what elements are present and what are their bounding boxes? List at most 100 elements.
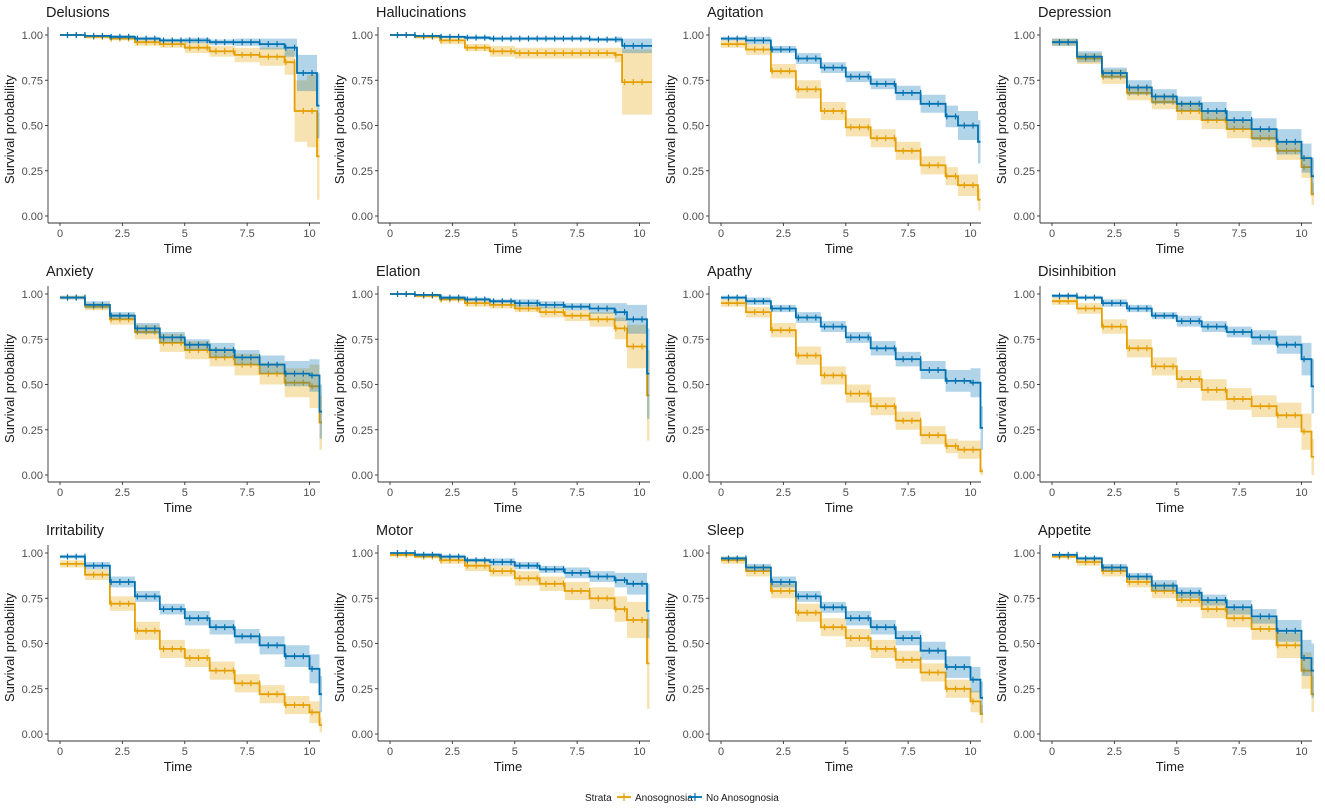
km-curve-anosognosia: [60, 296, 322, 424]
panel-title: Hallucinations: [376, 5, 466, 21]
y-tick-label: 0.25: [683, 166, 704, 178]
x-axis-label: Time: [825, 759, 853, 774]
x-tick-label: 2.5: [445, 487, 460, 499]
ci-band-no-anosognosia: [390, 35, 652, 54]
km-curve-no-anosognosia: [1052, 294, 1314, 388]
y-tick-label: 0.75: [22, 593, 43, 605]
y-tick-label: 0.50: [352, 639, 373, 651]
km-curve-no-anosognosia: [390, 34, 652, 47]
x-tick-label: 5: [843, 746, 849, 758]
y-tick-label: 0.75: [352, 75, 373, 87]
y-tick-label: 0.00: [22, 470, 43, 482]
ci-band-no-anosognosia: [1052, 294, 1314, 414]
x-tick-label: 2.5: [115, 487, 130, 499]
x-axis-label: Time: [164, 241, 192, 256]
y-axis-label: Survival probability: [2, 333, 17, 443]
panel-title: Agitation: [707, 5, 763, 21]
x-tick-label: 10: [964, 746, 976, 758]
panel-irritability: Irritability 0.00 0.25 0.50 0.75 1.00 0 2.5 5 7.5…: [2, 523, 322, 774]
x-tick-label: 2.5: [115, 746, 130, 758]
y-tick-label: 1.00: [1014, 30, 1035, 42]
km-curve-no-anosognosia: [60, 296, 322, 413]
y-tick-label: 0.50: [1014, 121, 1035, 133]
y-tick-label: 1.00: [683, 289, 704, 301]
y-tick-label: 1.00: [683, 30, 704, 42]
y-tick-label: 0.75: [352, 593, 373, 605]
km-curve-no-anosognosia: [60, 555, 322, 696]
x-axis-label: Time: [494, 241, 522, 256]
x-axis-label: Time: [825, 500, 853, 515]
y-tick-label: 0.50: [22, 121, 43, 133]
x-tick-label: 7.5: [900, 746, 915, 758]
x-tick-label: 10: [964, 487, 976, 499]
km-curve-no-anosognosia: [60, 34, 320, 107]
y-tick-label: 0.00: [22, 211, 43, 223]
km-curve-anosognosia: [721, 43, 981, 201]
y-tick-label: 0.75: [1014, 75, 1035, 87]
y-tick-label: 0.00: [683, 211, 704, 223]
y-tick-label: 0.25: [683, 684, 704, 696]
y-axis-label: Survival probability: [332, 74, 347, 184]
x-tick-label: 7.5: [239, 228, 254, 240]
y-tick-label: 0.75: [683, 334, 704, 346]
ci-band-anosognosia: [721, 556, 983, 724]
x-axis-label: Time: [1156, 241, 1184, 256]
x-tick-label: 5: [512, 746, 518, 758]
x-tick-label: 10: [303, 228, 315, 240]
y-tick-label: 0.00: [352, 729, 373, 741]
panel-title: Disinhibition: [1038, 264, 1116, 280]
x-tick-label: 0: [57, 746, 63, 758]
km-curve-no-anosognosia: [1052, 553, 1314, 672]
x-tick-label: 0: [1049, 487, 1055, 499]
y-tick-label: 1.00: [352, 30, 373, 42]
x-tick-label: 0: [718, 746, 724, 758]
y-tick-label: 0.00: [683, 470, 704, 482]
panel-hallucinations: Hallucinations 0.00 0.25 0.50 0.75 1.00 0 2.5 5 7…: [332, 5, 652, 256]
km-curve-no-anosognosia: [721, 37, 981, 143]
km-curve-anosognosia: [390, 293, 650, 397]
y-axis-label: Survival probability: [332, 333, 347, 443]
y-tick-label: 0.00: [352, 470, 373, 482]
y-tick-label: 1.00: [1014, 289, 1035, 301]
y-tick-label: 0.25: [352, 684, 373, 696]
panel-anxiety: Anxiety 0.00 0.25 0.50 0.75 1.00 0 2.5 5 7.5 10 Tim…: [2, 264, 322, 515]
x-tick-label: 0: [387, 228, 393, 240]
panel-title: Anxiety: [46, 264, 94, 280]
km-curve-anosognosia: [60, 563, 322, 726]
y-tick-label: 0.50: [683, 639, 704, 651]
y-tick-label: 0.50: [1014, 639, 1035, 651]
x-tick-label: 2.5: [1107, 746, 1122, 758]
y-axis-label: Survival probability: [2, 592, 17, 702]
km-curve-no-anosognosia: [1052, 41, 1314, 178]
x-tick-label: 0: [387, 746, 393, 758]
y-tick-label: 0.25: [1014, 684, 1035, 696]
km-curve-no-anosognosia: [721, 296, 983, 429]
ci-band-anosognosia: [1052, 297, 1314, 475]
x-tick-label: 2.5: [776, 746, 791, 758]
x-tick-label: 5: [182, 746, 188, 758]
legend-entry-label: No Anosognosia: [706, 793, 779, 804]
ci-band-no-anosognosia: [1052, 38, 1314, 195]
y-tick-label: 0.00: [352, 211, 373, 223]
ci-band-no-anosognosia: [390, 553, 650, 639]
y-tick-label: 0.50: [1014, 380, 1035, 392]
x-tick-label: 2.5: [115, 228, 130, 240]
y-tick-label: 0.25: [352, 166, 373, 178]
y-axis-label: Survival probability: [663, 74, 678, 184]
ci-band-anosognosia: [390, 553, 650, 709]
x-tick-label: 2.5: [1107, 487, 1122, 499]
panel-elation: Elation 0.00 0.25 0.50 0.75 1.00 0 2.5 5 7.5 10 Tim…: [332, 264, 650, 515]
x-axis-label: Time: [164, 759, 192, 774]
y-tick-label: 0.00: [683, 729, 704, 741]
x-tick-label: 10: [633, 746, 645, 758]
x-axis-label: Time: [494, 759, 522, 774]
x-tick-label: 0: [1049, 228, 1055, 240]
km-curve-anosognosia: [721, 302, 983, 473]
x-tick-label: 2.5: [1107, 228, 1122, 240]
x-tick-label: 7.5: [569, 228, 584, 240]
x-tick-label: 5: [1174, 487, 1180, 499]
x-tick-label: 10: [1295, 746, 1307, 758]
x-tick-label: 5: [182, 487, 188, 499]
x-tick-label: 10: [1295, 487, 1307, 499]
ci-band-anosognosia: [721, 299, 983, 475]
